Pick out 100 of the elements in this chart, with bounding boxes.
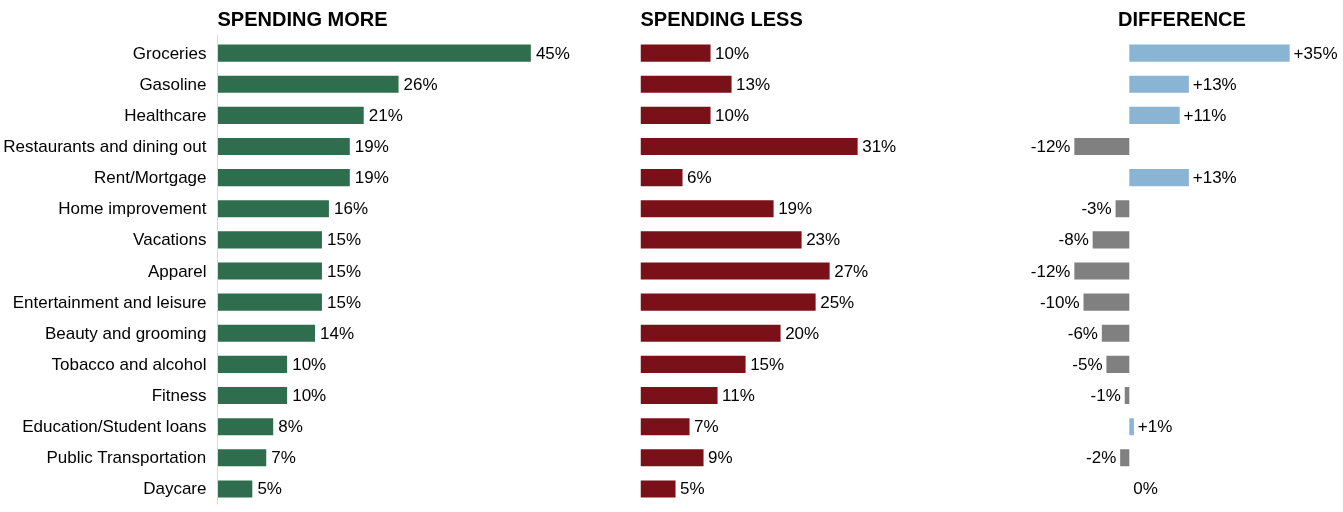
bar (217, 137, 350, 156)
data-label: 0% (1133, 479, 1158, 499)
bar (217, 355, 288, 373)
data-label: 15% (327, 230, 362, 250)
bar (640, 418, 690, 436)
bar (640, 169, 683, 187)
bar (217, 449, 267, 467)
bar (1129, 169, 1189, 187)
bar (640, 262, 830, 280)
bar (640, 200, 774, 218)
data-label: 21% (368, 105, 403, 125)
data-label: 7% (271, 448, 296, 468)
bar (1129, 418, 1134, 436)
y-tick-label: Restaurants and dining out (3, 137, 207, 157)
y-tick-label: Daycare (143, 479, 207, 499)
chart-title: SPENDING MORE (217, 7, 388, 30)
data-label: -12% (1030, 261, 1071, 281)
bar (640, 75, 732, 93)
bar (217, 293, 322, 311)
data-label: -3% (1081, 199, 1112, 219)
data-label: 9% (708, 448, 733, 468)
bar (217, 418, 274, 436)
data-label: 45% (535, 43, 570, 63)
bar (640, 293, 816, 311)
bar (217, 75, 399, 93)
bar (1129, 106, 1180, 124)
data-label: 10% (292, 386, 327, 406)
bar (640, 480, 676, 498)
data-label: 5% (680, 479, 705, 499)
data-label: +11% (1183, 105, 1227, 125)
data-label: 19% (354, 137, 389, 157)
data-label: 23% (806, 230, 841, 250)
bar (1074, 137, 1130, 156)
data-label: 19% (354, 168, 389, 188)
data-label: 26% (403, 74, 438, 94)
bar (640, 231, 802, 249)
bar (640, 324, 781, 342)
bar (1129, 75, 1189, 93)
bar (1129, 44, 1290, 62)
bar (640, 137, 858, 156)
data-label: -8% (1058, 230, 1089, 250)
bar (217, 44, 531, 62)
bar (640, 106, 711, 124)
y-tick-label: Vacations (133, 230, 207, 250)
data-label: +1% (1137, 417, 1173, 437)
bar (640, 449, 704, 467)
bar (640, 44, 711, 62)
y-tick-label: Entertainment and leisure (12, 292, 207, 312)
data-label: 15% (327, 292, 362, 312)
bar (640, 387, 718, 405)
data-label: -5% (1072, 354, 1103, 374)
y-tick-label: Groceries (132, 43, 207, 63)
y-tick-label: Rent/Mortgage (94, 168, 207, 188)
y-tick-label: Apparel (147, 261, 207, 281)
y-tick-label: Tobacco and alcohol (51, 354, 207, 374)
data-label: 11% (722, 386, 755, 406)
bar (217, 200, 329, 218)
data-label: 15% (750, 354, 785, 374)
data-label: 10% (715, 43, 750, 63)
bar (1106, 355, 1130, 373)
y-tick-label: Public Transportation (46, 448, 207, 468)
data-label: 10% (292, 354, 327, 374)
data-label: 6% (687, 168, 712, 188)
y-tick-label: Home improvement (58, 199, 207, 219)
bar (1101, 324, 1130, 342)
y-tick-label: Healthcare (124, 105, 207, 125)
bar (1083, 293, 1130, 311)
chart-title: SPENDING LESS (640, 7, 803, 30)
bar (217, 106, 364, 124)
data-label: 27% (834, 261, 869, 281)
bar (217, 387, 288, 405)
chart-title: DIFFERENCE (1118, 7, 1246, 30)
data-label: 25% (820, 292, 855, 312)
data-label: 5% (257, 479, 282, 499)
data-label: 10% (715, 105, 750, 125)
data-label: 16% (333, 199, 369, 219)
y-tick-label: Fitness (151, 386, 207, 406)
data-label: 20% (785, 323, 820, 343)
data-label: 15% (327, 261, 362, 281)
bar (1120, 449, 1130, 467)
data-label: 7% (694, 417, 719, 437)
data-label: +13% (1192, 74, 1237, 94)
bar (1092, 231, 1130, 249)
bar (1074, 262, 1130, 280)
data-label: 13% (736, 74, 771, 94)
data-label: -6% (1067, 323, 1098, 343)
bar (217, 169, 350, 187)
y-tick-label: Beauty and grooming (44, 323, 207, 343)
data-label: -10% (1039, 292, 1080, 312)
bar (217, 324, 315, 342)
y-tick-label: Education/Student loans (22, 417, 207, 437)
data-label: +13% (1192, 168, 1237, 188)
bar (217, 480, 253, 498)
data-label: -12% (1030, 137, 1071, 157)
data-label: 19% (778, 199, 813, 219)
data-label: 31% (862, 137, 897, 157)
bar (217, 262, 322, 280)
data-label: 14% (320, 323, 355, 343)
data-label: 8% (278, 417, 303, 437)
y-tick-label: Gasoline (139, 74, 207, 94)
